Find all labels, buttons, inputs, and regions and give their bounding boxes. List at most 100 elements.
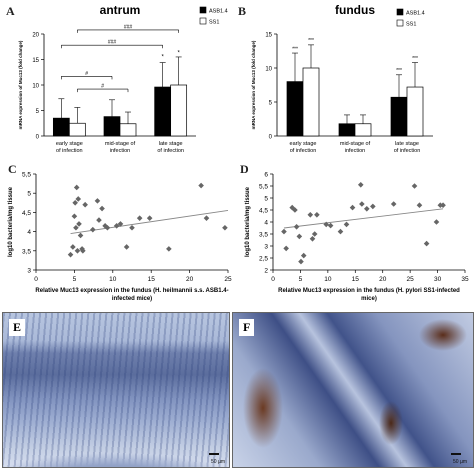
data-point <box>349 204 356 211</box>
data-point <box>309 236 316 242</box>
significance-star: *** <box>308 38 314 44</box>
data-point <box>411 183 418 189</box>
scale-bar-f <box>451 453 461 455</box>
y-tick-label: 0 <box>269 135 273 141</box>
legend-label: ASB1.4 <box>406 11 425 17</box>
bar-chart-fundus: fundus 0 5 10 15 mRNA expression of Muc13 (fo… <box>251 3 433 154</box>
significance-star: *** <box>292 46 298 52</box>
data-point <box>440 202 446 208</box>
legend-swatch <box>199 17 207 25</box>
x-tick-label: of infection <box>290 148 317 154</box>
bar <box>354 123 372 137</box>
data-point <box>113 223 120 229</box>
y-tick-label: 4 <box>27 229 31 236</box>
panel-label-d: D <box>240 162 249 176</box>
scale-bar-label-f: 50 µm <box>453 459 467 465</box>
y-tick-label: 4 <box>264 220 268 227</box>
y-tick-label: 20 <box>32 33 39 39</box>
y-tick-label: 5 <box>36 109 40 115</box>
bar <box>286 81 304 137</box>
y-tick-label: 2 <box>264 268 268 275</box>
x-tick-label: mid-stage of <box>105 141 136 147</box>
data-point <box>198 182 204 189</box>
y-tick-label: 6 <box>264 172 268 179</box>
legend-label: ASB1.4 <box>209 9 228 15</box>
data-point <box>423 240 430 247</box>
micrograph-label-e: E <box>9 319 26 336</box>
data-point <box>390 201 397 207</box>
x-tick-label: infection <box>345 148 366 154</box>
x-axis-label: infected mice) <box>112 296 152 302</box>
bar <box>119 123 137 137</box>
micrograph-e: E 50 µm <box>2 312 230 468</box>
data-point <box>343 221 350 228</box>
data-point <box>357 182 364 188</box>
y-tick-label: 4,5 <box>22 210 31 217</box>
x-tick-label: 10 <box>109 276 117 283</box>
data-point <box>370 203 376 210</box>
x-tick-label: 30 <box>434 276 442 283</box>
trendline <box>283 208 444 229</box>
data-point <box>300 252 307 259</box>
y-tick-label: 3,5 <box>259 232 268 239</box>
data-point <box>281 228 287 235</box>
legend-label: SS1 <box>209 20 219 26</box>
x-tick-label: late stage <box>159 141 183 147</box>
x-tick-label: 5 <box>73 276 77 283</box>
trendline <box>70 210 229 234</box>
x-tick-label: late stage <box>395 141 419 147</box>
data-point <box>146 215 153 221</box>
data-point <box>327 222 334 229</box>
legend-swatch <box>199 6 207 14</box>
chart-title: fundus <box>335 3 375 17</box>
data-point <box>293 224 300 230</box>
x-tick-label: of infection <box>157 148 184 154</box>
data-point <box>307 212 314 218</box>
significance-star: * <box>161 54 164 60</box>
data-point <box>283 245 289 252</box>
data-point <box>416 202 423 208</box>
data-point <box>72 200 78 206</box>
y-tick-label: 15 <box>32 58 39 64</box>
y-tick-label: 10 <box>265 67 272 73</box>
scale-bar-e <box>209 453 219 455</box>
bar <box>68 122 86 137</box>
x-tick-label: 5 <box>299 276 303 283</box>
data-point <box>123 244 130 250</box>
data-point <box>292 207 298 213</box>
micrograph-f: F 50 µm <box>232 312 474 468</box>
x-axis-label: Relative Muc13 expression in the fundus … <box>35 288 228 294</box>
data-point <box>296 233 303 240</box>
significance-mark: ### <box>124 24 133 30</box>
x-axis-label: mice) <box>361 296 377 302</box>
scatter-chart-pylori: 2 2,5 3 3,5 4 4,5 5 5,5 6 0 5 10 15 20 25 30 35 log10 bac… <box>245 172 469 303</box>
significance-mark: # <box>101 84 104 90</box>
y-tick-label: 5,5 <box>259 184 268 191</box>
data-point <box>94 198 101 204</box>
y-tick-label: 10 <box>32 84 39 90</box>
x-tick-label: of infection <box>56 148 83 154</box>
bar <box>52 117 70 137</box>
legend-label: SS1 <box>406 22 416 28</box>
bar <box>170 84 188 137</box>
x-tick-label: 35 <box>461 276 469 283</box>
y-tick-label: 3 <box>264 244 268 251</box>
y-axis-label: mRNA expression of Muc13 (fold change) <box>18 40 23 129</box>
panel-label-a: A <box>6 4 15 18</box>
y-tick-label: 2,5 <box>259 256 268 263</box>
y-axis-label: log10 bacteria/mg tissue <box>245 186 251 257</box>
data-point <box>433 219 440 225</box>
scale-bar-label-e: 50 µm <box>211 459 225 465</box>
data-point <box>203 215 210 221</box>
data-point <box>129 224 135 231</box>
y-tick-label: 4,5 <box>259 208 268 215</box>
data-point <box>76 221 82 227</box>
x-tick-label: 10 <box>324 276 332 283</box>
data-point <box>323 221 330 228</box>
data-point <box>71 213 78 220</box>
x-tick-label: 0 <box>34 276 38 283</box>
bar <box>302 67 320 137</box>
x-tick-label: of infection <box>394 148 421 154</box>
y-tick-label: 5 <box>264 196 268 203</box>
bar <box>338 123 356 137</box>
